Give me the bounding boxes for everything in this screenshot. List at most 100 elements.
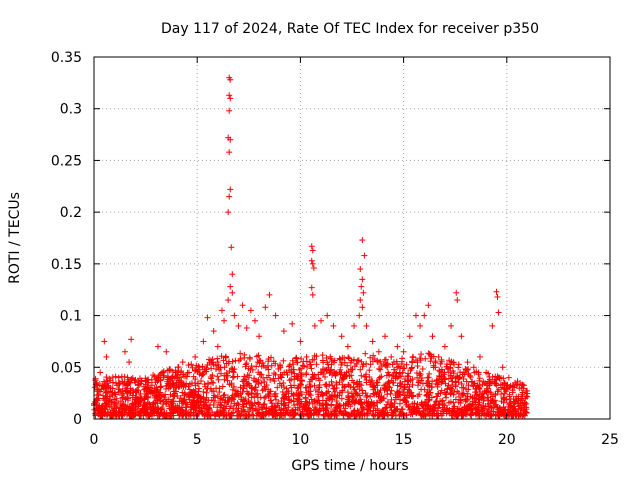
y-tick-label: 0.05 bbox=[51, 360, 82, 376]
data-point bbox=[280, 357, 287, 364]
data-point bbox=[279, 371, 286, 378]
data-point bbox=[506, 393, 513, 400]
data-point bbox=[186, 381, 193, 388]
data-point bbox=[272, 312, 279, 319]
data-point bbox=[276, 404, 283, 411]
data-point bbox=[394, 382, 401, 389]
data-point bbox=[505, 374, 512, 381]
data-point bbox=[225, 297, 232, 304]
data-point bbox=[328, 378, 335, 385]
data-point bbox=[493, 288, 500, 295]
data-point bbox=[229, 289, 236, 296]
data-point bbox=[447, 390, 454, 397]
data-point bbox=[128, 336, 135, 343]
data-point bbox=[255, 352, 262, 359]
data-point bbox=[369, 338, 376, 345]
data-point bbox=[219, 383, 226, 390]
data-point bbox=[421, 312, 428, 319]
data-point bbox=[289, 320, 296, 327]
data-point bbox=[424, 374, 431, 381]
data-point bbox=[308, 257, 315, 264]
data-point bbox=[158, 383, 165, 390]
data-point bbox=[179, 359, 186, 366]
data-point bbox=[228, 244, 235, 251]
data-point bbox=[214, 343, 221, 350]
data-point bbox=[219, 396, 226, 403]
data-point bbox=[211, 397, 218, 404]
data-point bbox=[93, 381, 100, 388]
data-point bbox=[244, 372, 251, 379]
data-point bbox=[232, 387, 239, 394]
data-point bbox=[375, 365, 382, 372]
data-point bbox=[418, 351, 425, 358]
data-point bbox=[235, 357, 242, 364]
data-point bbox=[382, 356, 389, 363]
y-tick-label: 0.3 bbox=[60, 102, 82, 118]
data-points bbox=[91, 74, 531, 419]
data-point bbox=[109, 379, 116, 386]
data-point bbox=[501, 396, 508, 403]
data-point bbox=[247, 307, 254, 314]
data-point bbox=[361, 252, 368, 259]
data-point bbox=[506, 401, 513, 408]
data-point bbox=[415, 379, 422, 386]
data-point bbox=[255, 369, 262, 376]
data-point bbox=[268, 400, 275, 407]
data-point bbox=[366, 367, 373, 374]
data-point bbox=[362, 350, 369, 357]
data-point bbox=[141, 386, 148, 393]
data-point bbox=[293, 354, 300, 361]
data-point bbox=[322, 381, 329, 388]
data-point bbox=[241, 354, 248, 361]
data-point bbox=[519, 389, 526, 396]
data-point bbox=[282, 394, 289, 401]
data-point bbox=[304, 363, 311, 370]
data-point bbox=[406, 333, 413, 340]
data-point bbox=[290, 361, 297, 368]
data-point bbox=[235, 322, 242, 329]
data-point bbox=[405, 373, 412, 380]
data-point bbox=[262, 304, 269, 311]
data-point bbox=[409, 354, 416, 361]
data-point bbox=[371, 403, 378, 410]
data-point bbox=[231, 312, 238, 319]
data-point bbox=[318, 389, 325, 396]
data-point bbox=[367, 379, 374, 386]
data-point bbox=[426, 396, 433, 403]
data-point bbox=[445, 399, 452, 406]
data-point bbox=[195, 388, 202, 395]
data-point bbox=[370, 352, 377, 359]
data-point bbox=[476, 353, 483, 360]
data-point bbox=[453, 374, 460, 381]
data-point bbox=[226, 92, 233, 99]
data-point bbox=[117, 398, 124, 405]
data-point bbox=[191, 367, 198, 374]
data-point bbox=[295, 396, 302, 403]
data-point bbox=[266, 391, 273, 398]
data-point bbox=[460, 369, 467, 376]
data-point bbox=[189, 364, 196, 371]
data-point bbox=[144, 409, 151, 416]
x-tick-label: 0 bbox=[90, 432, 99, 448]
data-point bbox=[310, 264, 317, 271]
y-axis-label: ROTI / TECUs bbox=[7, 192, 23, 284]
data-point bbox=[101, 338, 108, 345]
data-point bbox=[301, 363, 308, 370]
data-point bbox=[463, 378, 470, 385]
data-point bbox=[308, 365, 315, 372]
data-point bbox=[188, 361, 195, 368]
data-point bbox=[495, 309, 502, 316]
data-point bbox=[439, 369, 446, 376]
data-point bbox=[211, 392, 218, 399]
data-point bbox=[399, 358, 406, 365]
data-point bbox=[237, 350, 244, 357]
data-point bbox=[228, 412, 235, 419]
data-point bbox=[388, 353, 395, 360]
data-point bbox=[121, 348, 128, 355]
data-point bbox=[417, 371, 424, 378]
data-point bbox=[154, 343, 161, 350]
data-point bbox=[345, 354, 352, 361]
data-point bbox=[112, 373, 119, 380]
data-point bbox=[214, 373, 221, 380]
data-point bbox=[438, 356, 445, 363]
